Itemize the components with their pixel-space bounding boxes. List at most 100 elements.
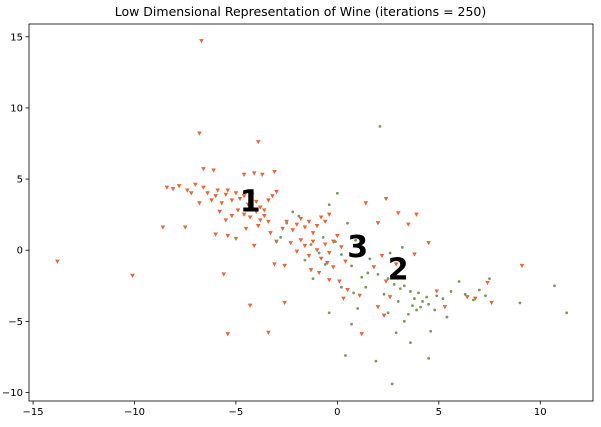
data-point-s1-74 [302,243,308,249]
data-point-s1-42 [223,218,229,223]
data-point-s1-64 [302,225,308,230]
data-point-s1-102 [363,201,369,206]
data-point-s1-72 [294,249,300,254]
data-point-s1-111 [379,253,385,259]
data-point-s1-115 [375,305,381,310]
data-point-s1-59 [280,226,285,232]
data-point-s2-35 [477,288,481,292]
data-point-s1-88 [308,268,314,273]
data-point-s2-28 [427,302,431,306]
data-point-s1-21 [233,191,239,196]
data-point-s1-94 [266,330,271,335]
x-tick-label: −5 [229,407,244,418]
data-point-s1-97 [345,288,350,293]
data-point-s1-48 [257,218,263,223]
data-point-s2-4 [291,210,295,214]
data-point-s1-27 [257,205,263,210]
data-point-s2-13 [368,257,372,261]
data-point-s1-50 [266,219,271,224]
data-point-s2-16 [392,282,396,286]
data-point-s1-99 [357,293,362,298]
plot-frame [28,23,594,402]
x-tick-label: 5 [436,407,442,418]
data-point-s2-20 [413,297,416,300]
data-point-s1-45 [241,212,247,217]
cluster-label-2: 2 [388,253,409,288]
data-point-s1-35 [241,172,247,177]
data-point-s2-68 [356,307,360,310]
data-point-s1-39 [272,169,277,175]
data-point-s2-10 [354,238,358,242]
data-point-s1-87 [316,270,322,276]
data-point-s2-5 [297,214,301,218]
data-point-s1-113 [383,279,389,284]
data-point-s2-32 [457,280,461,283]
data-point-s2-61 [382,292,386,296]
data-point-s2-33 [463,292,467,296]
data-point-s1-15 [213,194,218,199]
data-point-s2-34 [471,298,475,302]
data-point-s1-26 [253,199,259,205]
data-point-s1-51 [213,232,218,237]
data-point-s1-61 [290,228,296,233]
data-point-s2-40 [565,311,569,315]
data-point-s1-100 [359,332,365,337]
data-point-s1-30 [270,194,275,199]
cluster-labels-layer: 1 32 [240,184,409,287]
data-point-s1-52 [225,233,231,239]
data-point-s1-79 [322,242,328,247]
data-point-s1-121 [485,280,490,286]
data-point-s1-77 [314,248,320,253]
data-point-s1-17 [219,201,225,206]
data-point-s1-32 [197,131,202,136]
data-point-s2-49 [427,356,431,360]
data-point-s1-9 [189,191,194,196]
data-point-s1-110 [393,262,399,267]
data-point-s1-84 [343,259,348,264]
data-point-s1-119 [464,295,470,300]
data-point-s2-17 [398,287,402,291]
data-point-s2-7 [309,243,313,246]
data-point-s1-12 [201,185,206,190]
data-point-s1-120 [473,296,478,301]
data-point-s2-44 [394,331,398,335]
data-point-s1-83 [339,245,344,250]
data-point-s1-37 [255,140,261,145]
data-point-s1-112 [371,265,377,270]
data-point-s1-114 [387,295,393,300]
data-point-s1-108 [426,241,431,246]
data-point-s2-21 [417,291,420,295]
data-point-s2-46 [327,311,331,315]
data-point-s1-2 [130,273,135,279]
data-point-s1-28 [262,208,267,213]
data-point-s1-90 [272,262,277,267]
data-point-s1-66 [310,231,316,236]
x-tick-label: −10 [124,407,145,418]
data-point-s2-39 [553,284,556,288]
data-point-s1-23 [241,194,247,199]
data-point-s2-14 [376,272,380,276]
cluster-label-3: 3 [347,230,368,265]
data-point-s2-12 [350,264,353,268]
x-tick-label: 10 [534,407,547,418]
data-point-s2-50 [390,382,394,386]
data-point-s2-58 [333,240,337,244]
data-point-s2-55 [352,291,356,295]
x-tick-label: 0 [334,407,340,418]
data-point-s1-3 [160,225,166,230]
data-point-s2-51 [400,245,404,249]
data-point-s2-42 [429,329,433,333]
data-point-s2-8 [321,235,325,239]
data-point-s1-57 [268,231,273,236]
data-point-s2-31 [449,290,453,293]
data-point-s1-54 [243,226,249,232]
data-point-s1-55 [251,243,257,249]
data-point-s1-49 [262,214,267,219]
data-point-s1-107 [414,212,419,217]
data-point-s1-13 [205,191,210,196]
data-point-s2-43 [409,341,412,345]
data-point-s1-75 [306,253,312,259]
data-point-s2-54 [364,285,368,289]
data-point-s2-53 [360,275,364,279]
data-point-s2-36 [484,294,487,298]
